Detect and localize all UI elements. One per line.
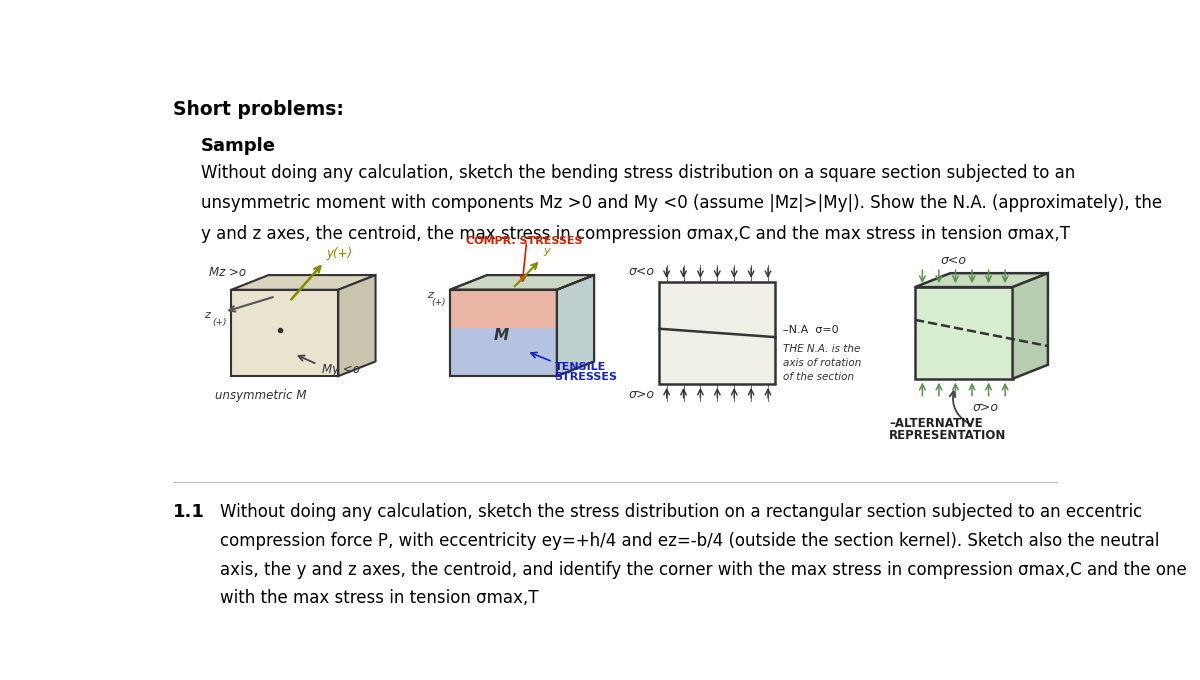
Text: –N.A  σ=0: –N.A σ=0 [782,325,839,335]
Text: y(+): y(+) [326,247,353,260]
Text: y: y [544,246,550,256]
Text: Mz >o: Mz >o [209,266,246,279]
Polygon shape [914,273,1048,287]
Text: COMPR. STRESSES: COMPR. STRESSES [467,236,583,246]
Text: Short problems:: Short problems: [173,100,344,119]
Polygon shape [914,287,1013,379]
Text: with the max stress in tension σmax,T: with the max stress in tension σmax,T [220,590,539,607]
Text: My <o: My <o [322,363,360,376]
Polygon shape [338,275,376,376]
Polygon shape [450,290,557,376]
Bar [659,282,775,384]
Text: (+): (+) [212,318,227,327]
Text: (+): (+) [431,299,446,307]
Text: unsymmetric M: unsymmetric M [215,389,307,403]
Polygon shape [450,275,594,290]
Text: STRESSES: STRESSES [554,373,618,382]
Text: THE N.A. is the: THE N.A. is the [782,345,860,354]
Text: compression force P, with eccentricity ey=+h/4 and ez=-b/4 (outside the section : compression force P, with eccentricity e… [220,532,1159,550]
Text: y and z axes, the centroid, the max stress in compression σmax,C and the max str: y and z axes, the centroid, the max stre… [202,224,1070,243]
Polygon shape [450,328,557,376]
Polygon shape [450,290,557,328]
Text: Without doing any calculation, sketch the bending stress distribution on a squar: Without doing any calculation, sketch th… [202,164,1075,182]
Polygon shape [232,275,376,290]
Polygon shape [1013,273,1048,379]
Text: z: z [204,309,210,320]
Text: REPRESENTATION: REPRESENTATION [889,429,1007,442]
Text: –ALTERNATIVE: –ALTERNATIVE [889,417,983,430]
Text: σ<o: σ<o [629,265,654,278]
Text: σ>o: σ>o [629,388,654,401]
Text: Sample: Sample [202,137,276,154]
Text: axis, the y and z axes, the centroid, and identify the corner with the max stres: axis, the y and z axes, the centroid, an… [220,561,1187,579]
Text: unsymmetric moment with components Mz >0 and My <0 (assume |Mz|>|My|). Show the : unsymmetric moment with components Mz >0… [202,194,1163,212]
Text: Without doing any calculation, sketch the stress distribution on a rectangular s: Without doing any calculation, sketch th… [220,503,1142,521]
Polygon shape [232,290,338,376]
Text: 1.1: 1.1 [173,503,205,521]
Polygon shape [557,275,594,376]
Text: σ>o: σ>o [973,401,1000,414]
Text: axis of rotation: axis of rotation [782,358,862,368]
Text: z: z [427,290,432,300]
Text: of the section: of the section [782,372,854,381]
Text: M: M [494,328,509,343]
Text: TENSILE: TENSILE [554,362,606,372]
Text: σ<o: σ<o [941,254,966,267]
